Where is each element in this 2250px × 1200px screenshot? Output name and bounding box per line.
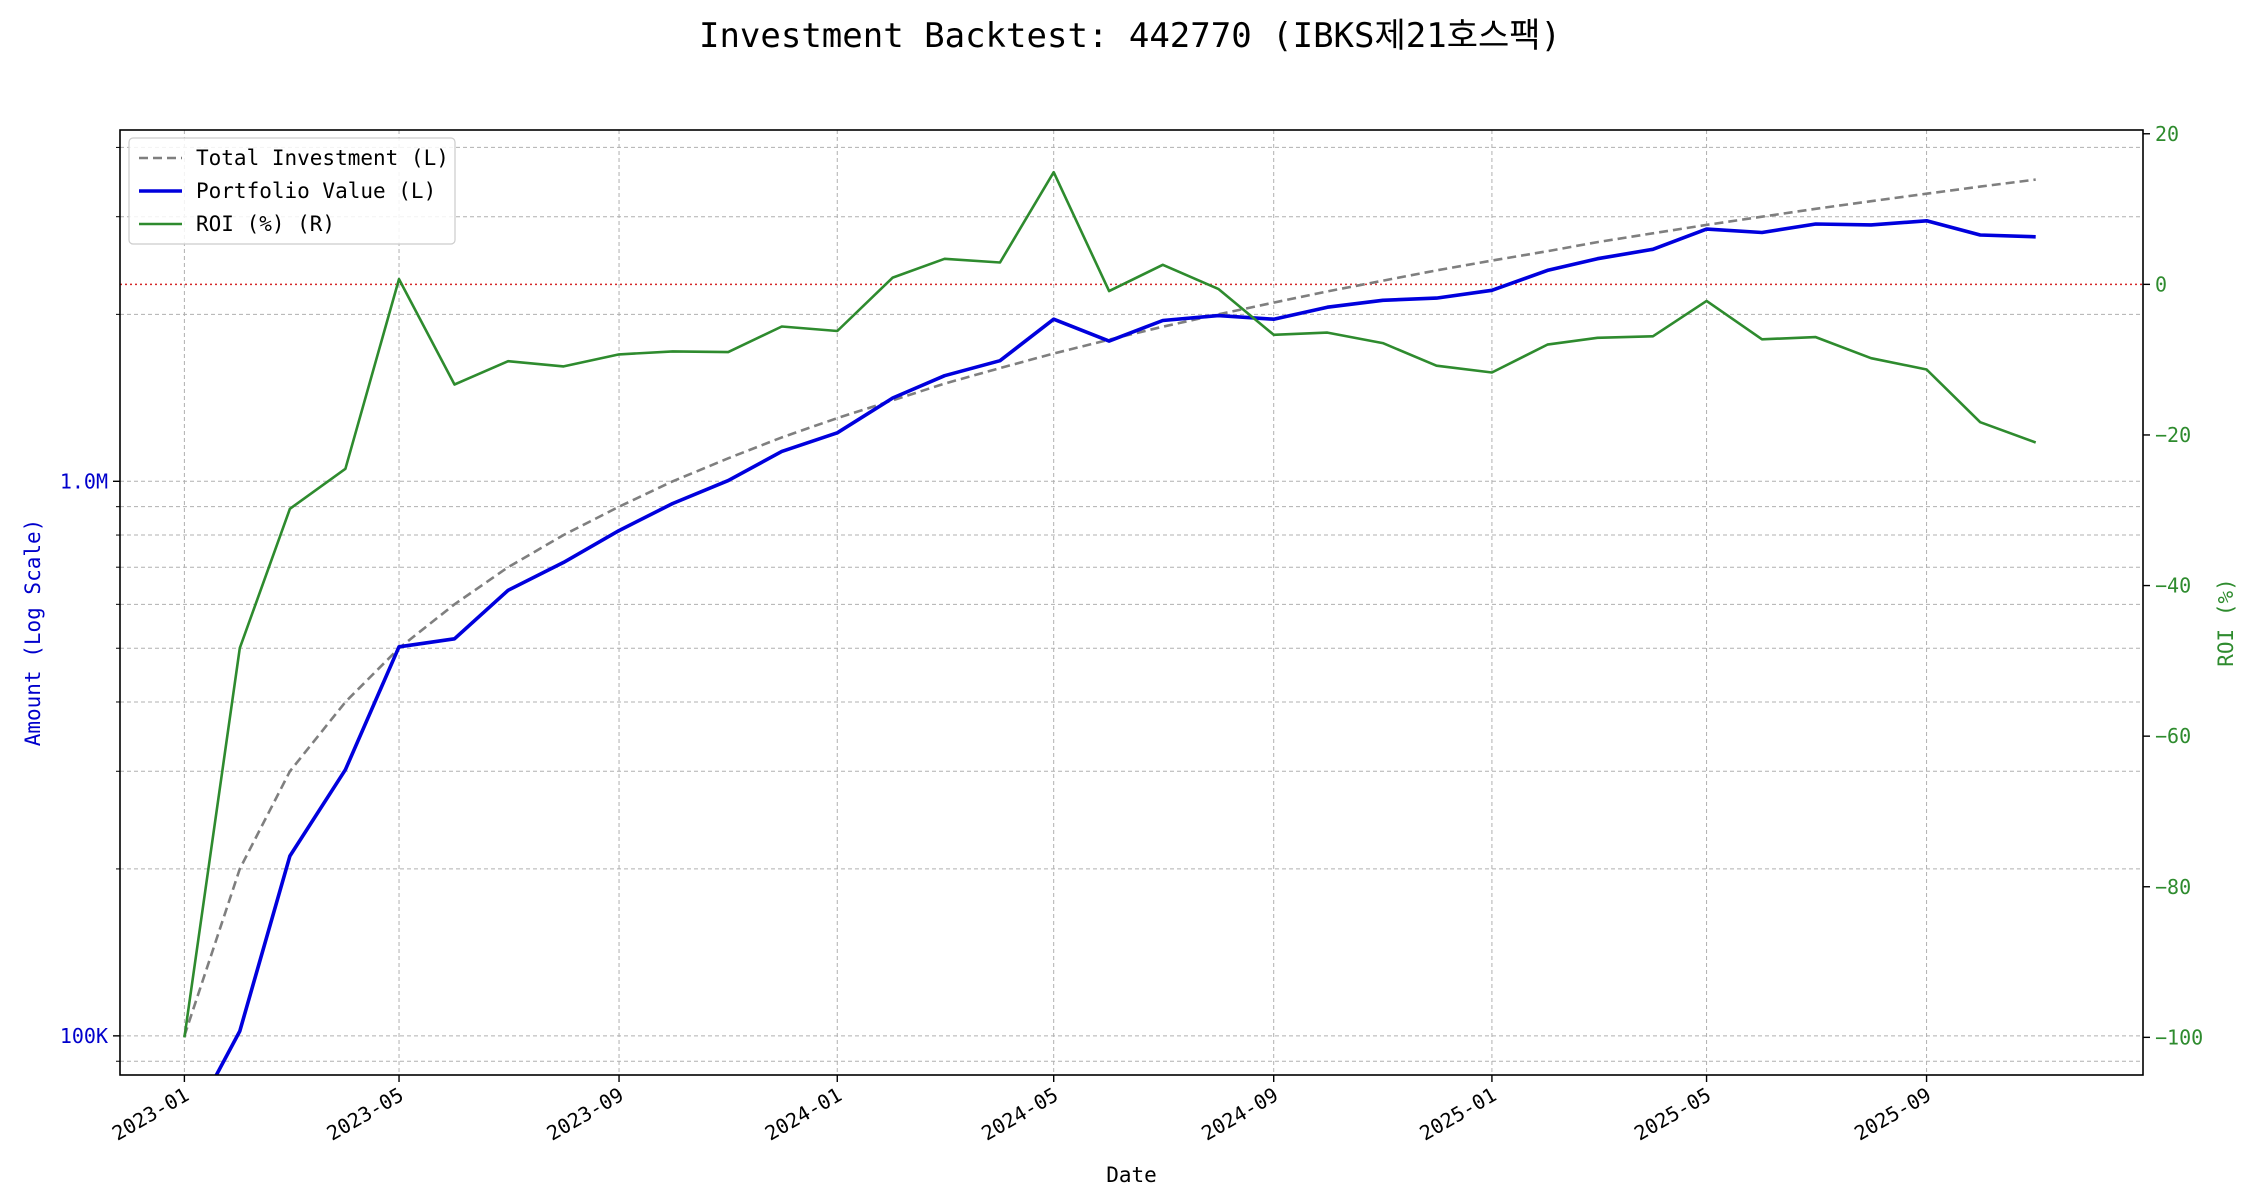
legend: Total Investment (L) Portfolio Value (L) R… bbox=[128, 137, 456, 245]
y-right-tick-label: 20 bbox=[2155, 122, 2179, 146]
y-right-tick-label: −20 bbox=[2155, 423, 2191, 447]
grid bbox=[120, 130, 2143, 1075]
y-left-axis-label: Amount (Log Scale) bbox=[21, 519, 45, 747]
series-line-2 bbox=[183, 170, 2037, 1038]
y-right-tick-label: −60 bbox=[2155, 724, 2191, 748]
x-tick-label: 2025-09 bbox=[1850, 1083, 1935, 1146]
x-tick-label: 2023-09 bbox=[543, 1083, 628, 1146]
x-tick-label: 2024-01 bbox=[761, 1083, 846, 1146]
legend-label-2: ROI (%) (R) bbox=[196, 212, 335, 236]
x-tick-label: 2024-09 bbox=[1197, 1083, 1282, 1146]
x-tick-label: 2023-05 bbox=[323, 1083, 408, 1146]
y-right-tick-label: −40 bbox=[2155, 574, 2191, 598]
series-line-0 bbox=[183, 178, 2036, 1037]
y-right-tick-label: −80 bbox=[2155, 875, 2191, 899]
x-axis-label: Date bbox=[1106, 1163, 1157, 1187]
x-tick-label: 2025-01 bbox=[1415, 1083, 1500, 1146]
y-right-tick-label: 0 bbox=[2155, 272, 2167, 296]
y-left-tick-label: 1.0M bbox=[60, 469, 108, 493]
series-layer bbox=[183, 170, 2037, 1075]
legend-label-1: Portfolio Value (L) bbox=[196, 179, 436, 203]
y-left-tick-label: 100K bbox=[60, 1024, 108, 1048]
legend-box bbox=[128, 137, 456, 245]
x-axis-ticks: 2023-01 2023-05 2023-09 2024-01 2024-05 2024-… bbox=[108, 1075, 1935, 1145]
y-right-axis-label: ROI (%) bbox=[2214, 578, 2238, 667]
x-tick-label: 2024-05 bbox=[977, 1083, 1062, 1146]
y-right-tick-label: −100 bbox=[2155, 1025, 2203, 1049]
chart-title: Investment Backtest: 442770 (IBKS제21호스팩) bbox=[699, 16, 1561, 56]
y-right-axis-ticks: −100 −80 −60 −40 −20 0 20 bbox=[2143, 122, 2203, 1049]
x-tick-label: 2023-01 bbox=[108, 1083, 193, 1146]
plot-frame bbox=[119, 129, 2144, 1076]
legend-label-0: Total Investment (L) bbox=[196, 146, 449, 170]
series-line-1 bbox=[214, 219, 2036, 1075]
x-tick-label: 2025-05 bbox=[1630, 1083, 1715, 1146]
y-left-axis-ticks: 100K 1.0M bbox=[60, 146, 120, 1062]
